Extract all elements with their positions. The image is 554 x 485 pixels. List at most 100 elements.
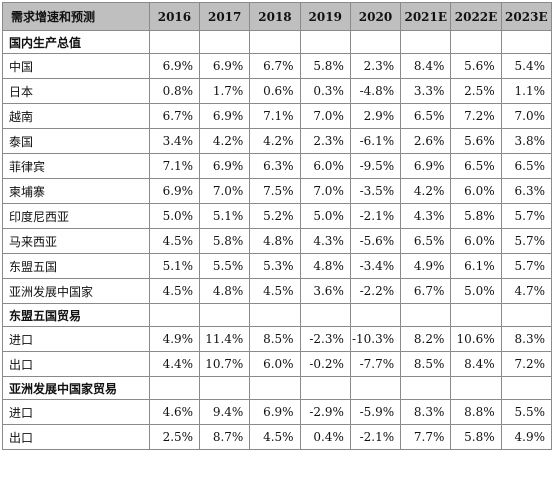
header-cell-year: 2017 (199, 2, 251, 31)
section-empty-cell (400, 30, 452, 54)
section-empty-cell (299, 30, 351, 54)
section-empty-cell (500, 30, 553, 54)
value-cell: 5.8% (199, 228, 251, 254)
value-cell: 5.7% (500, 228, 553, 254)
section-empty-cell (400, 303, 452, 327)
value-cell: 0.8% (148, 78, 201, 104)
value-cell: 8.2% (400, 326, 452, 352)
value-cell: 5.6% (450, 128, 502, 154)
value-cell: 6.3% (500, 178, 553, 204)
row-label: 出口 (2, 351, 150, 377)
header-cell-metric: 需求增速和预测 (2, 2, 150, 31)
value-cell: 6.5% (400, 228, 452, 254)
value-cell: -4.8% (349, 78, 402, 104)
value-cell: 6.0% (450, 228, 502, 254)
value-cell: 5.8% (299, 53, 351, 79)
value-cell: 7.0% (500, 103, 553, 129)
value-cell: 0.4% (299, 424, 351, 450)
value-cell: 1.1% (500, 78, 553, 104)
value-cell: 6.5% (400, 103, 452, 129)
row-label: 马来西亚 (2, 228, 150, 254)
value-cell: 4.5% (249, 424, 301, 450)
row-label: 泰国 (2, 128, 150, 154)
value-cell: 5.4% (500, 53, 553, 79)
row-label: 中国 (2, 53, 150, 79)
value-cell: 7.0% (299, 178, 351, 204)
value-cell: -5.9% (349, 399, 402, 425)
row-label: 进口 (2, 326, 150, 352)
value-cell: 6.9% (249, 399, 301, 425)
value-cell: 4.5% (148, 228, 201, 254)
value-cell: 7.1% (249, 103, 301, 129)
value-cell: 4.9% (148, 326, 201, 352)
value-cell: -2.2% (349, 278, 402, 304)
growth-forecast-table: 需求增速和预测 2016 2017 2018 2019 2020 2021E 2022E 202… (2, 2, 553, 450)
value-cell: 7.2% (500, 351, 553, 377)
value-cell: 8.7% (199, 424, 251, 450)
value-cell: 5.2% (249, 203, 301, 229)
section-title: 东盟五国贸易 (2, 303, 150, 327)
section-row: 东盟五国贸易 (2, 303, 553, 327)
section-empty-cell (299, 303, 351, 327)
section-empty-cell (450, 30, 502, 54)
value-cell: 8.4% (400, 53, 452, 79)
section-title: 国内生产总值 (2, 30, 150, 54)
value-cell: -7.7% (349, 351, 402, 377)
table-row: 柬埔寨 6.9% 7.0% 7.5% 7.0% -3.5% 4.2% 6.0% 6.3% (2, 178, 553, 204)
row-label: 越南 (2, 103, 150, 129)
section-empty-cell (450, 376, 502, 400)
value-cell: 5.8% (450, 424, 502, 450)
value-cell: 6.7% (148, 103, 201, 129)
value-cell: 3.6% (299, 278, 351, 304)
table-row: 出口 4.4% 10.7% 6.0% -0.2% -7.7% 8.5% 8.4% 7.2% (2, 351, 553, 377)
value-cell: 7.0% (199, 178, 251, 204)
value-cell: 4.9% (500, 424, 553, 450)
header-cell-year: 2021E (400, 2, 452, 31)
row-label: 印度尼西亚 (2, 203, 150, 229)
value-cell: 6.9% (400, 153, 452, 179)
value-cell: 6.9% (199, 53, 251, 79)
value-cell: 7.0% (299, 103, 351, 129)
section-empty-cell (299, 376, 351, 400)
value-cell: 2.9% (349, 103, 402, 129)
value-cell: 5.7% (500, 203, 553, 229)
value-cell: 8.3% (400, 399, 452, 425)
header-row: 需求增速和预测 2016 2017 2018 2019 2020 2021E 2022E 202… (2, 2, 553, 31)
value-cell: 6.1% (450, 253, 502, 279)
value-cell: 2.5% (450, 78, 502, 104)
value-cell: 7.7% (400, 424, 452, 450)
table-body: 国内生产总值 中国 6.9% 6.9% 6.7% 5.8% 2.3% 8.4% 5.6% 5.4%… (2, 30, 553, 450)
row-label: 进口 (2, 399, 150, 425)
table-row: 日本 0.8% 1.7% 0.6% 0.3% -4.8% 3.3% 2.5% 1.1% (2, 78, 553, 104)
value-cell: 6.3% (249, 153, 301, 179)
value-cell: 8.8% (450, 399, 502, 425)
value-cell: 2.3% (349, 53, 402, 79)
value-cell: 5.8% (450, 203, 502, 229)
value-cell: 6.9% (148, 178, 201, 204)
value-cell: 4.5% (249, 278, 301, 304)
value-cell: 8.5% (400, 351, 452, 377)
table-row: 菲律宾 7.1% 6.9% 6.3% 6.0% -9.5% 6.9% 6.5% 6.5% (2, 153, 553, 179)
table-row: 越南 6.7% 6.9% 7.1% 7.0% 2.9% 6.5% 7.2% 7.0% (2, 103, 553, 129)
table-row: 马来西亚 4.5% 5.8% 4.8% 4.3% -5.6% 6.5% 6.0% 5.7% (2, 228, 553, 254)
section-empty-cell (199, 303, 251, 327)
value-cell: 6.7% (249, 53, 301, 79)
value-cell: 5.7% (500, 253, 553, 279)
header-cell-year: 2022E (450, 2, 502, 31)
value-cell: 2.3% (299, 128, 351, 154)
section-empty-cell (500, 303, 553, 327)
value-cell: -9.5% (349, 153, 402, 179)
value-cell: 8.4% (450, 351, 502, 377)
section-empty-cell (249, 303, 301, 327)
value-cell: 3.4% (148, 128, 201, 154)
header-cell-year: 2019 (299, 2, 351, 31)
growth-forecast-table-container: 需求增速和预测 2016 2017 2018 2019 2020 2021E 2022E 202… (2, 2, 553, 450)
value-cell: 7.2% (450, 103, 502, 129)
value-cell: -10.3% (349, 326, 402, 352)
section-empty-cell (349, 303, 402, 327)
value-cell: 6.0% (450, 178, 502, 204)
row-label: 日本 (2, 78, 150, 104)
value-cell: 6.0% (299, 153, 351, 179)
section-empty-cell (249, 30, 301, 54)
value-cell: 10.7% (199, 351, 251, 377)
